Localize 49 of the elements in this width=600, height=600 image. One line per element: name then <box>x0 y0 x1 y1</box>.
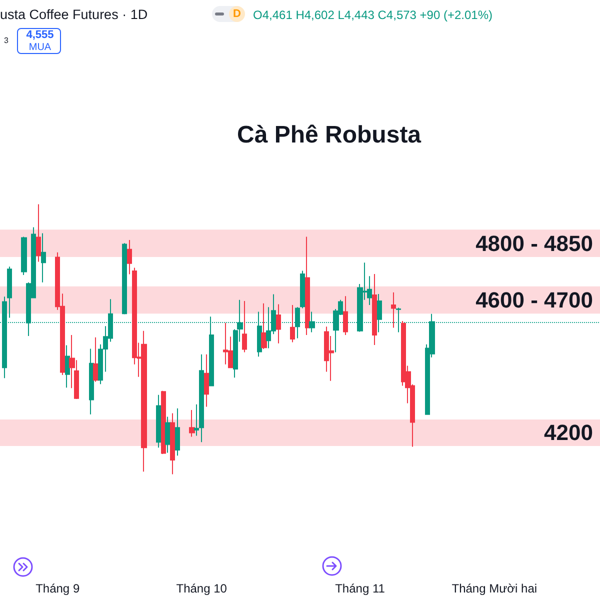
candlestick <box>93 336 99 382</box>
text: 4,555 <box>25 29 55 41</box>
candlestick <box>175 408 180 456</box>
x-tick-label: Tháng Mười hai <box>452 581 538 596</box>
candlestick <box>305 236 310 336</box>
candlestick <box>127 239 132 275</box>
candlestick <box>194 404 199 436</box>
text: 3 <box>4 36 8 45</box>
text: O4,461 H4,602 L4,443 C4,573 +90 (+2.01%) <box>253 8 493 22</box>
candlestick <box>89 348 94 415</box>
chart-title: Cà Phê Robusta <box>237 122 422 148</box>
candlestick <box>170 412 175 475</box>
candlestick <box>276 304 281 344</box>
candlestick <box>204 354 209 408</box>
candlestick <box>65 344 70 388</box>
band-label: 4200 <box>544 420 593 446</box>
candlestick <box>36 204 41 262</box>
candlestick <box>41 232 46 283</box>
band-label: 4600 - 4700 <box>476 288 593 313</box>
candlestick <box>7 266 12 318</box>
x-tick-label: Tháng 10 <box>176 581 228 596</box>
candlestick <box>295 306 300 339</box>
candlestick <box>257 311 262 358</box>
band-label: 4800 - 4850 <box>476 230 593 256</box>
candlestick <box>309 311 315 333</box>
candlestick <box>377 293 382 333</box>
x-tick-label: Tháng 11 <box>335 581 386 596</box>
candlestick <box>122 242 127 315</box>
candlestick <box>141 330 147 472</box>
letter-badge: D <box>229 6 245 22</box>
candlestick <box>189 410 195 438</box>
candlestick <box>161 390 166 455</box>
text: MUA <box>28 42 52 53</box>
candlestick <box>290 304 295 343</box>
candlestick <box>2 296 7 379</box>
candlestick <box>391 292 396 328</box>
candlestick <box>343 296 348 336</box>
x-tick-label: Tháng 9 <box>36 581 80 596</box>
candlestick <box>165 416 171 454</box>
candlestick <box>300 270 305 309</box>
candlestick <box>21 236 27 276</box>
candlestick <box>261 302 267 350</box>
candlestick <box>396 307 401 333</box>
candlestick <box>199 354 204 443</box>
text: usta Coffee Futures · 1D <box>0 7 148 22</box>
candlestick <box>209 316 214 386</box>
candlestick <box>242 300 247 353</box>
candlestick <box>156 394 161 448</box>
candlestick <box>372 273 377 346</box>
